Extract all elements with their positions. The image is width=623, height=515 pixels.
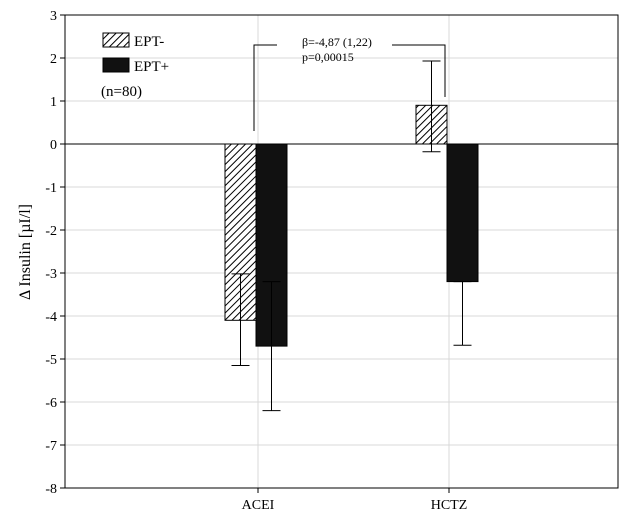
y-tick-label: 2	[50, 52, 57, 67]
y-tick-label: 0	[50, 138, 57, 153]
legend-swatch-ept-minus	[102, 32, 130, 48]
y-tick-label: -7	[45, 439, 57, 454]
annotation-p-value: p=0,00015	[302, 50, 354, 64]
y-tick-label: -8	[45, 482, 57, 497]
annotation-beta: β=-4,87 (1,22)	[302, 35, 372, 49]
error-bars	[231, 60, 472, 412]
bars	[224, 104, 479, 347]
y-tick-label: -3	[45, 267, 57, 282]
annotation: β=-4,87 (1,22) p=0,00015	[253, 35, 446, 131]
bar-ept-hctz	[446, 143, 479, 283]
y-tick-label: 3	[50, 9, 57, 24]
y-tick-label: -4	[45, 310, 57, 325]
legend-note-n: (n=80)	[101, 84, 142, 100]
y-tick-label: -2	[45, 224, 57, 239]
y-axis-title: Δ Insulin [µI/l]	[17, 204, 34, 300]
axes: 3 2 1 0 -1 -2 -3 -4 -5 -6 -7 -8 ACEI HCTZ	[45, 9, 619, 513]
annotation-bracket	[253, 44, 446, 131]
y-tick-label: 1	[50, 95, 57, 110]
legend-swatch-ept-plus	[102, 57, 130, 73]
legend-label-ept-minus: EPT-	[134, 34, 164, 50]
x-tick-label-acei: ACEI	[242, 498, 275, 513]
x-tick-label-hctz: HCTZ	[431, 498, 468, 513]
y-tick-label: -6	[45, 396, 57, 411]
plot-frame	[64, 14, 619, 489]
legend-label-ept-plus: EPT+	[134, 59, 169, 75]
y-tick-label: -5	[45, 353, 57, 368]
legend: EPT- EPT+ (n=80)	[101, 32, 169, 100]
grid	[65, 14, 618, 489]
y-tick-label: -1	[45, 181, 57, 196]
